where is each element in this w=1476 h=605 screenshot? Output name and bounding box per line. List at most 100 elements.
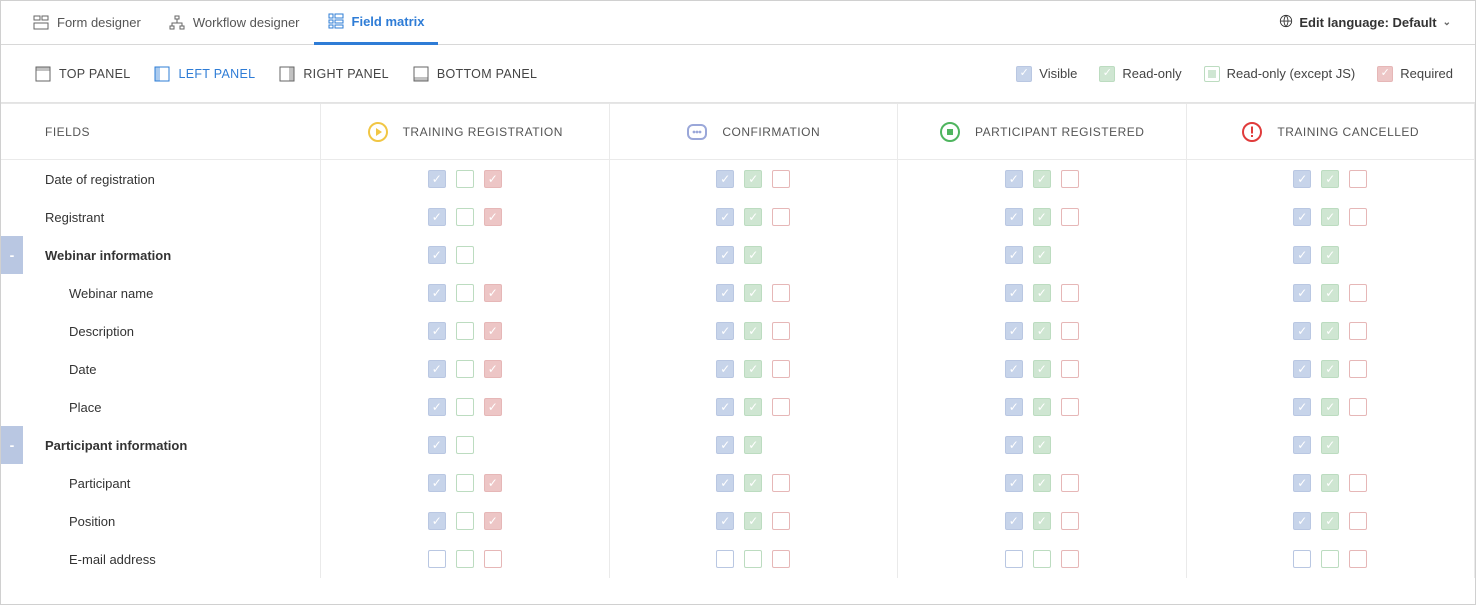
collapse-toggle[interactable]: - bbox=[1, 236, 23, 274]
required-checkbox[interactable] bbox=[772, 512, 790, 530]
visible-checkbox[interactable]: ✓ bbox=[716, 398, 734, 416]
required-checkbox[interactable] bbox=[1349, 322, 1367, 340]
tab-form-designer[interactable]: Form designer bbox=[19, 1, 155, 45]
required-checkbox[interactable] bbox=[1349, 550, 1367, 568]
required-checkbox[interactable] bbox=[772, 284, 790, 302]
visible-checkbox[interactable]: ✓ bbox=[1005, 398, 1023, 416]
readonly-checkbox[interactable] bbox=[456, 170, 474, 188]
required-checkbox[interactable] bbox=[772, 170, 790, 188]
required-checkbox[interactable]: ✓ bbox=[484, 474, 502, 492]
visible-checkbox[interactable]: ✓ bbox=[1005, 360, 1023, 378]
readonly-checkbox[interactable]: ✓ bbox=[1321, 512, 1339, 530]
readonly-checkbox[interactable] bbox=[456, 436, 474, 454]
visible-checkbox[interactable]: ✓ bbox=[428, 322, 446, 340]
visible-checkbox[interactable]: ✓ bbox=[716, 474, 734, 492]
visible-checkbox[interactable]: ✓ bbox=[1293, 512, 1311, 530]
required-checkbox[interactable] bbox=[1349, 474, 1367, 492]
visible-checkbox[interactable]: ✓ bbox=[716, 246, 734, 264]
readonly-checkbox[interactable]: ✓ bbox=[1321, 474, 1339, 492]
required-checkbox[interactable] bbox=[772, 208, 790, 226]
required-checkbox[interactable] bbox=[1349, 208, 1367, 226]
required-checkbox[interactable]: ✓ bbox=[484, 512, 502, 530]
required-checkbox[interactable] bbox=[772, 398, 790, 416]
readonly-checkbox[interactable]: ✓ bbox=[1321, 322, 1339, 340]
visible-checkbox[interactable]: ✓ bbox=[428, 208, 446, 226]
readonly-checkbox[interactable] bbox=[456, 398, 474, 416]
readonly-checkbox[interactable]: ✓ bbox=[744, 208, 762, 226]
readonly-checkbox[interactable] bbox=[744, 550, 762, 568]
visible-checkbox[interactable]: ✓ bbox=[428, 436, 446, 454]
required-checkbox[interactable] bbox=[772, 474, 790, 492]
required-checkbox[interactable] bbox=[484, 550, 502, 568]
panel-tab-left[interactable]: LEFT PANEL bbox=[142, 57, 267, 91]
required-checkbox[interactable] bbox=[1061, 474, 1079, 492]
visible-checkbox[interactable]: ✓ bbox=[1005, 208, 1023, 226]
visible-checkbox[interactable]: ✓ bbox=[1005, 474, 1023, 492]
panel-tab-right[interactable]: RIGHT PANEL bbox=[267, 57, 401, 91]
readonly-checkbox[interactable]: ✓ bbox=[1321, 246, 1339, 264]
visible-checkbox[interactable]: ✓ bbox=[1005, 246, 1023, 264]
required-checkbox[interactable] bbox=[1061, 360, 1079, 378]
edit-language-dropdown[interactable]: Edit language: Default ⌄ bbox=[1279, 14, 1457, 31]
required-checkbox[interactable] bbox=[1061, 398, 1079, 416]
visible-checkbox[interactable] bbox=[716, 550, 734, 568]
tab-field-matrix[interactable]: Field matrix bbox=[314, 1, 439, 45]
readonly-checkbox[interactable]: ✓ bbox=[744, 436, 762, 454]
required-checkbox[interactable]: ✓ bbox=[484, 398, 502, 416]
panel-tab-top[interactable]: TOP PANEL bbox=[23, 57, 142, 91]
visible-checkbox[interactable]: ✓ bbox=[716, 208, 734, 226]
required-checkbox[interactable] bbox=[1061, 170, 1079, 188]
visible-checkbox[interactable]: ✓ bbox=[428, 398, 446, 416]
required-checkbox[interactable] bbox=[1349, 398, 1367, 416]
readonly-checkbox[interactable]: ✓ bbox=[1321, 208, 1339, 226]
required-checkbox[interactable] bbox=[1349, 284, 1367, 302]
readonly-checkbox[interactable]: ✓ bbox=[1033, 512, 1051, 530]
required-checkbox[interactable] bbox=[1061, 284, 1079, 302]
required-checkbox[interactable]: ✓ bbox=[484, 322, 502, 340]
readonly-checkbox[interactable]: ✓ bbox=[744, 246, 762, 264]
required-checkbox[interactable]: ✓ bbox=[484, 170, 502, 188]
visible-checkbox[interactable]: ✓ bbox=[1005, 170, 1023, 188]
readonly-checkbox[interactable]: ✓ bbox=[1321, 436, 1339, 454]
visible-checkbox[interactable] bbox=[1293, 550, 1311, 568]
required-checkbox[interactable]: ✓ bbox=[484, 284, 502, 302]
visible-checkbox[interactable]: ✓ bbox=[428, 246, 446, 264]
readonly-checkbox[interactable]: ✓ bbox=[1033, 284, 1051, 302]
visible-checkbox[interactable]: ✓ bbox=[1293, 208, 1311, 226]
readonly-checkbox[interactable] bbox=[456, 550, 474, 568]
readonly-checkbox[interactable] bbox=[1321, 550, 1339, 568]
visible-checkbox[interactable]: ✓ bbox=[428, 170, 446, 188]
readonly-checkbox[interactable]: ✓ bbox=[744, 512, 762, 530]
visible-checkbox[interactable]: ✓ bbox=[1293, 246, 1311, 264]
visible-checkbox[interactable] bbox=[428, 550, 446, 568]
readonly-checkbox[interactable]: ✓ bbox=[1033, 208, 1051, 226]
visible-checkbox[interactable]: ✓ bbox=[1005, 436, 1023, 454]
visible-checkbox[interactable]: ✓ bbox=[1293, 322, 1311, 340]
readonly-checkbox[interactable]: ✓ bbox=[1033, 436, 1051, 454]
readonly-checkbox[interactable]: ✓ bbox=[1321, 170, 1339, 188]
visible-checkbox[interactable]: ✓ bbox=[1005, 322, 1023, 340]
required-checkbox[interactable] bbox=[1349, 170, 1367, 188]
readonly-checkbox[interactable]: ✓ bbox=[744, 284, 762, 302]
readonly-checkbox[interactable] bbox=[1033, 550, 1051, 568]
visible-checkbox[interactable]: ✓ bbox=[716, 322, 734, 340]
readonly-checkbox[interactable]: ✓ bbox=[1033, 322, 1051, 340]
visible-checkbox[interactable]: ✓ bbox=[716, 284, 734, 302]
visible-checkbox[interactable]: ✓ bbox=[716, 512, 734, 530]
readonly-checkbox[interactable]: ✓ bbox=[744, 474, 762, 492]
visible-checkbox[interactable]: ✓ bbox=[716, 170, 734, 188]
readonly-checkbox[interactable] bbox=[456, 512, 474, 530]
readonly-checkbox[interactable] bbox=[456, 208, 474, 226]
required-checkbox[interactable] bbox=[1061, 208, 1079, 226]
readonly-checkbox[interactable]: ✓ bbox=[744, 170, 762, 188]
collapse-toggle[interactable]: - bbox=[1, 426, 23, 464]
visible-checkbox[interactable]: ✓ bbox=[1293, 474, 1311, 492]
readonly-checkbox[interactable] bbox=[456, 246, 474, 264]
visible-checkbox[interactable]: ✓ bbox=[1293, 360, 1311, 378]
readonly-checkbox[interactable]: ✓ bbox=[1321, 360, 1339, 378]
readonly-checkbox[interactable]: ✓ bbox=[1033, 360, 1051, 378]
visible-checkbox[interactable]: ✓ bbox=[1005, 284, 1023, 302]
panel-tab-bottom[interactable]: BOTTOM PANEL bbox=[401, 57, 549, 91]
readonly-checkbox[interactable] bbox=[456, 322, 474, 340]
required-checkbox[interactable] bbox=[772, 360, 790, 378]
